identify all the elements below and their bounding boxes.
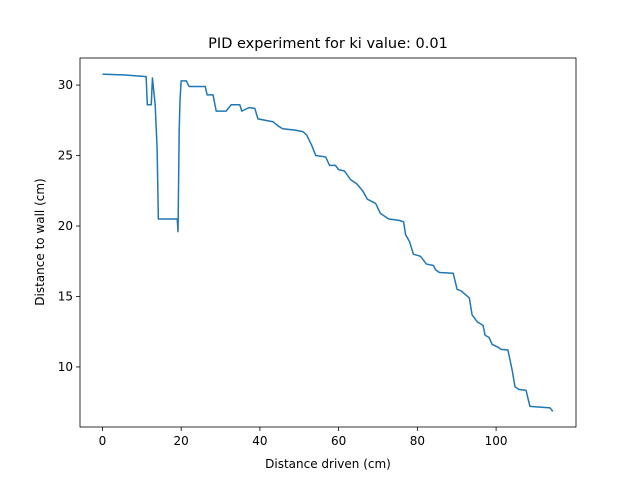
y-tick-label: 25 bbox=[58, 149, 73, 163]
x-tick-label: 80 bbox=[410, 434, 425, 448]
x-axis-label: Distance driven (cm) bbox=[265, 457, 391, 471]
plot-frame bbox=[79, 57, 577, 428]
x-tick-label: 60 bbox=[331, 434, 346, 448]
y-axis-label: Distance to wall (cm) bbox=[33, 178, 47, 305]
x-tick-label: 20 bbox=[174, 434, 189, 448]
chart-title: PID experiment for ki value: 0.01 bbox=[208, 36, 448, 52]
y-tick-label: 10 bbox=[58, 360, 73, 374]
x-tick-label: 100 bbox=[485, 434, 508, 448]
data-line bbox=[102, 73, 554, 412]
x-tick-label: 0 bbox=[99, 434, 107, 448]
y-tick-label: 30 bbox=[58, 78, 73, 92]
y-tick-label: 20 bbox=[58, 219, 73, 233]
y-tick-label: 15 bbox=[58, 289, 73, 303]
x-tick-label: 40 bbox=[252, 434, 267, 448]
